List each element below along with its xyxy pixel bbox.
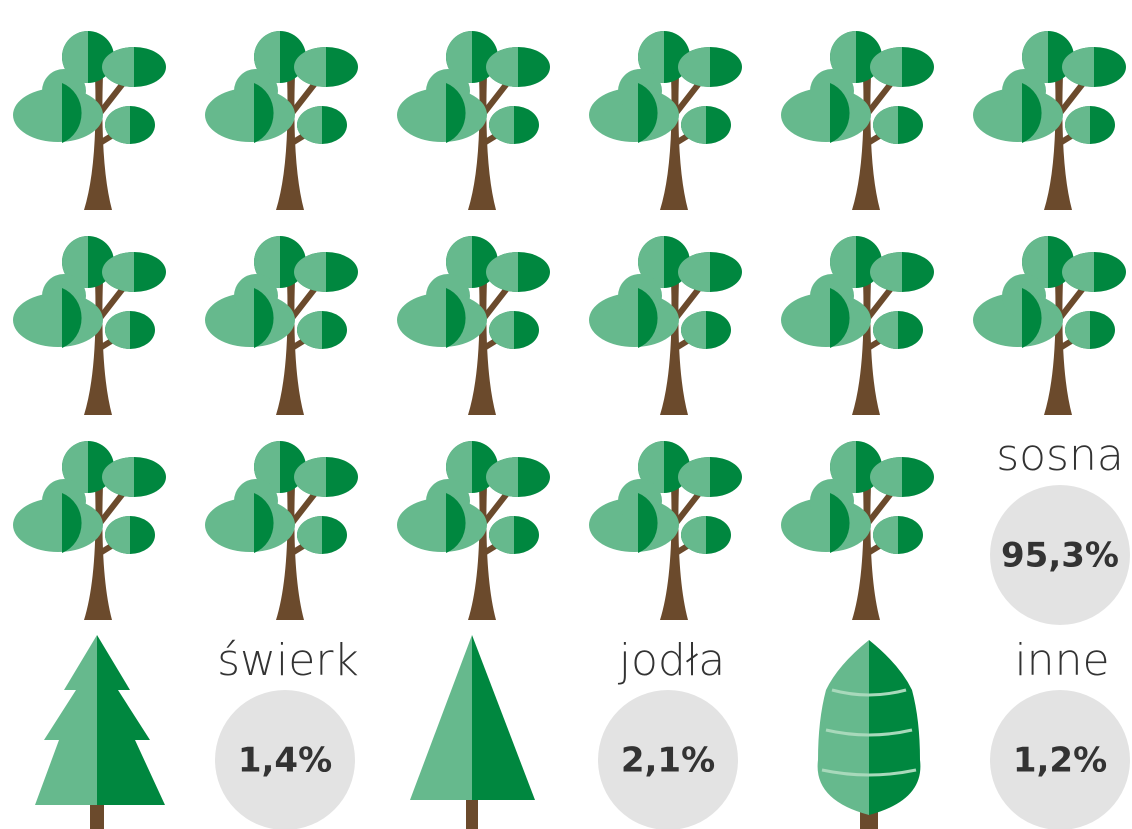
species-name: sosna [996, 430, 1124, 481]
label-jodla: jodła 2,1% [598, 635, 738, 829]
species-share: 95,3% [1001, 536, 1119, 576]
label-inne: inne 1,2% [990, 635, 1130, 829]
label-sosna: sosna 95,3% [990, 430, 1130, 625]
fir-icon [410, 635, 535, 829]
infographic: sosna 95,3% świerk 1,4% jodła 2,1% inne … [0, 0, 1132, 829]
spruce-icon [35, 635, 165, 829]
species-name: świerk [217, 635, 359, 686]
species-share: 1,4% [238, 741, 332, 781]
label-swierk: świerk 1,4% [215, 635, 359, 829]
other-tree-icon [818, 640, 921, 829]
species-name: inne [1014, 635, 1109, 686]
page: sosna 95,3% świerk 1,4% jodła 2,1% inne … [0, 0, 1132, 829]
tree-grid [13, 31, 1126, 620]
species-share: 2,1% [621, 741, 715, 781]
species-name: jodła [618, 635, 726, 686]
species-share: 1,2% [1013, 741, 1107, 781]
